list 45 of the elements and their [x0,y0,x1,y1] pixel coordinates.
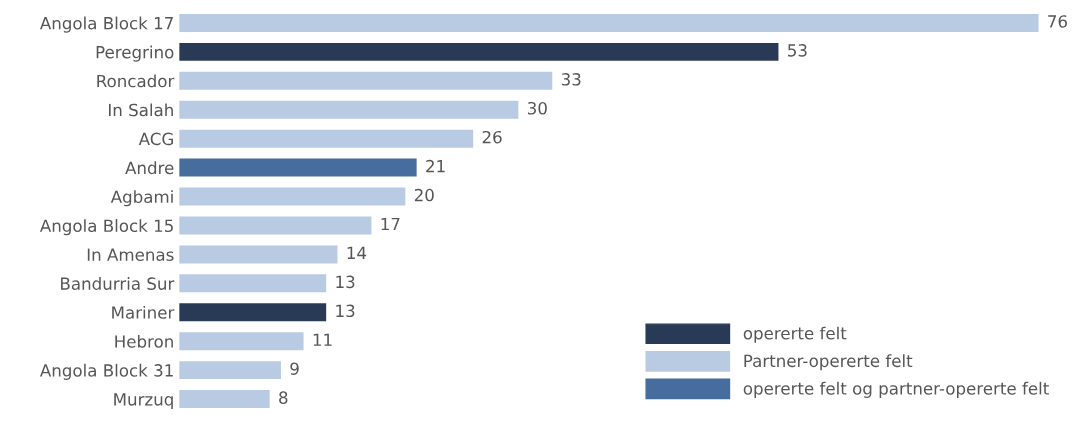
y-tick-label: Hebron [115,334,173,348]
data-label: 21 [426,159,445,173]
bar [179,303,327,322]
legend-label: opererte felt og partner-opererte felt [743,381,1049,398]
data-label: 14 [347,246,367,259]
y-tick-label: Angola Block 15 [39,219,173,236]
y-tick-label: In Amenas [87,248,174,261]
bar [179,100,519,119]
y-tick-label: Angola Block 17 [39,16,173,33]
y-tick-label: Roncador [97,74,175,88]
bar [179,274,327,293]
bar [179,42,779,61]
bar [179,332,304,351]
bar [179,361,281,380]
data-label: 13 [336,275,355,289]
y-tick-label: Bandurria Sur [61,277,175,290]
y-tick-label: Murzuq [114,393,173,409]
data-label: 13 [336,304,355,318]
y-tick-label: Angola Block 31 [39,363,173,380]
legend-label: Partner-opererte felt [744,354,913,371]
data-label: 17 [381,217,400,231]
bar [179,158,417,177]
bar [179,390,270,409]
data-label: 76 [1048,15,1067,28]
data-label: 9 [290,362,299,375]
y-tick-label: Peregrino [96,45,174,62]
legend-label: opererte felt [743,326,847,343]
data-label: 33 [561,73,581,86]
y-tick-label: Agbami [110,190,173,207]
y-tick-label: Andre [125,161,174,175]
bar [179,13,1039,32]
data-label: 53 [788,44,807,57]
data-label: 11 [313,333,332,346]
bar [179,187,406,206]
bar [179,129,474,148]
y-tick-label: In Salah [108,103,173,117]
data-label: 8 [279,391,288,404]
data-label: 30 [528,101,547,115]
data-label: 26 [482,130,502,144]
bar [179,216,372,235]
data-label: 20 [414,188,434,202]
y-tick-label: ACG [138,132,173,146]
bar [179,71,553,90]
bar [179,245,338,264]
y-tick-label: Mariner [112,305,175,319]
